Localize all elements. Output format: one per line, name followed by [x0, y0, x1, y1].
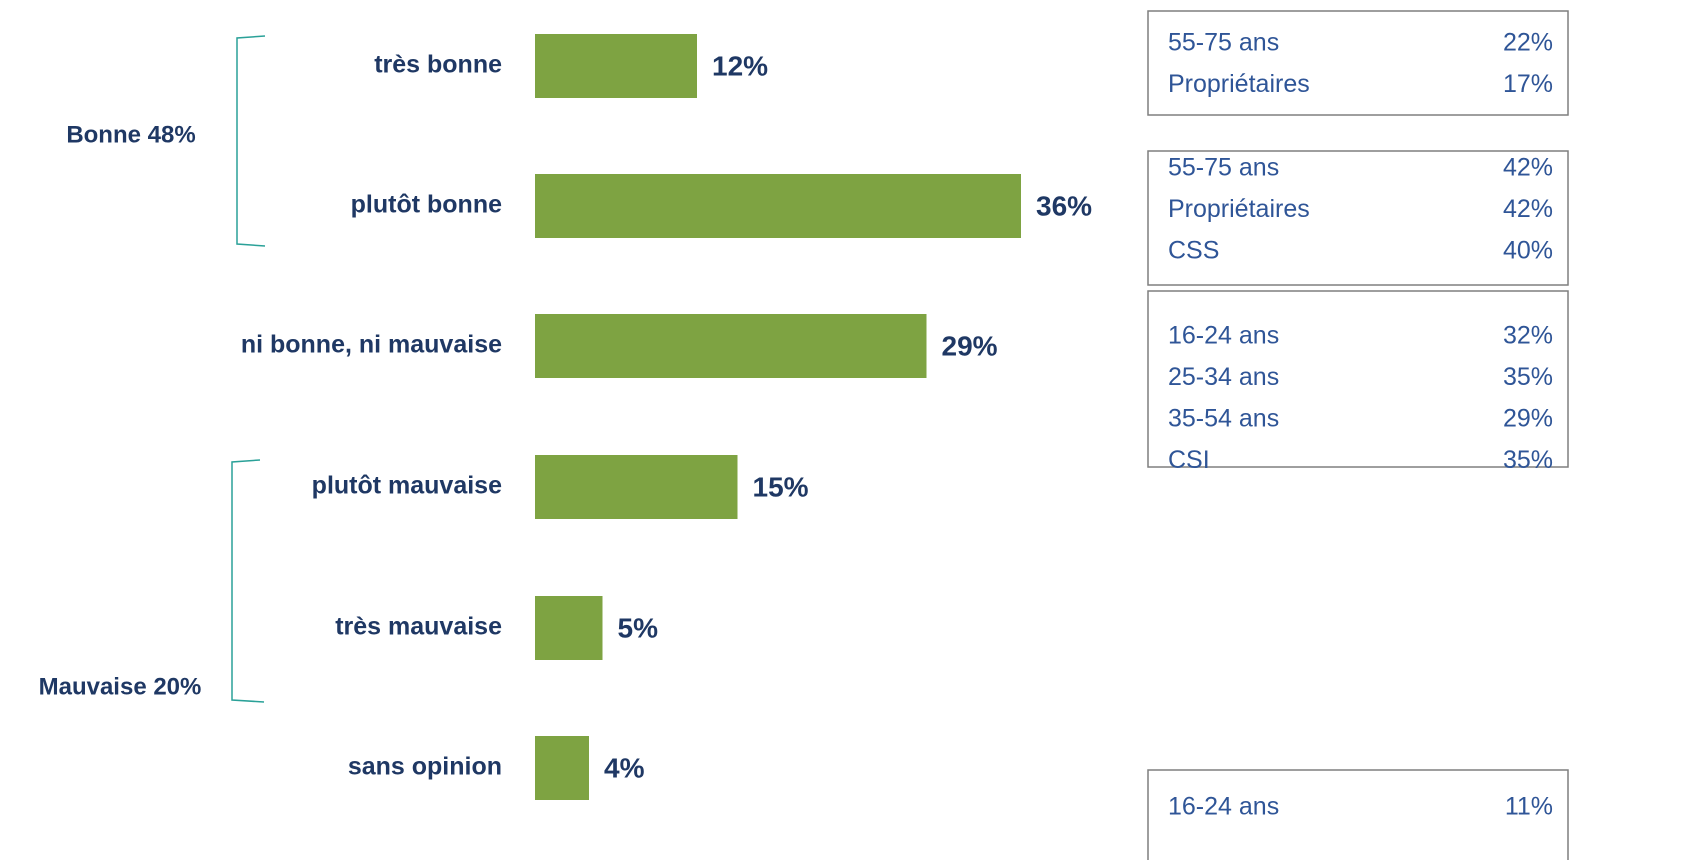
box-label: 16-24 ans — [1168, 793, 1279, 821]
box-label: 25-34 ans — [1168, 363, 1279, 391]
box-value: 11% — [1505, 793, 1553, 821]
category-label: très bonne — [374, 51, 502, 79]
box-value: 32% — [1503, 322, 1553, 350]
box-value: 40% — [1503, 237, 1553, 265]
bracket — [231, 459, 265, 703]
bar — [535, 34, 697, 98]
box-label: CSS — [1168, 237, 1219, 265]
bar — [535, 736, 589, 800]
box-value: 35% — [1503, 363, 1553, 391]
annotation-box — [1147, 150, 1569, 286]
bracket — [236, 35, 266, 247]
bar — [535, 314, 927, 378]
box-value: 42% — [1503, 195, 1553, 223]
box-label: 16-24 ans — [1168, 322, 1279, 350]
box-value: 35% — [1503, 446, 1553, 474]
category-label: ni bonne, ni mauvaise — [241, 331, 502, 359]
annotation-box — [1147, 10, 1569, 116]
value-label: 29% — [942, 330, 998, 361]
bar — [535, 596, 603, 660]
group-label: Mauvaise 20% — [39, 673, 202, 700]
box-label: 35-54 ans — [1168, 405, 1279, 433]
box-label: 55-75 ans — [1168, 29, 1279, 57]
value-label: 4% — [604, 752, 645, 783]
box-value: 22% — [1503, 29, 1553, 57]
bar — [535, 455, 738, 519]
box-label: CSI — [1168, 446, 1210, 474]
category-label: plutôt bonne — [351, 191, 502, 219]
bar — [535, 174, 1021, 238]
category-label: plutôt mauvaise — [312, 472, 502, 500]
category-label: très mauvaise — [335, 613, 502, 641]
box-label: 55-75 ans — [1168, 154, 1279, 182]
annotation-box — [1147, 290, 1569, 468]
group-label: Bonne 48% — [66, 121, 195, 148]
value-label: 12% — [712, 50, 768, 81]
box-label: Propriétaires — [1168, 70, 1310, 98]
box-value: 29% — [1503, 405, 1553, 433]
box-value: 42% — [1503, 154, 1553, 182]
annotation-box — [1147, 769, 1569, 860]
value-label: 15% — [753, 471, 809, 502]
value-label: 36% — [1036, 190, 1092, 221]
category-label: sans opinion — [348, 753, 502, 781]
box-value: 17% — [1503, 70, 1553, 98]
box-label: Propriétaires — [1168, 195, 1310, 223]
value-label: 5% — [618, 612, 659, 643]
